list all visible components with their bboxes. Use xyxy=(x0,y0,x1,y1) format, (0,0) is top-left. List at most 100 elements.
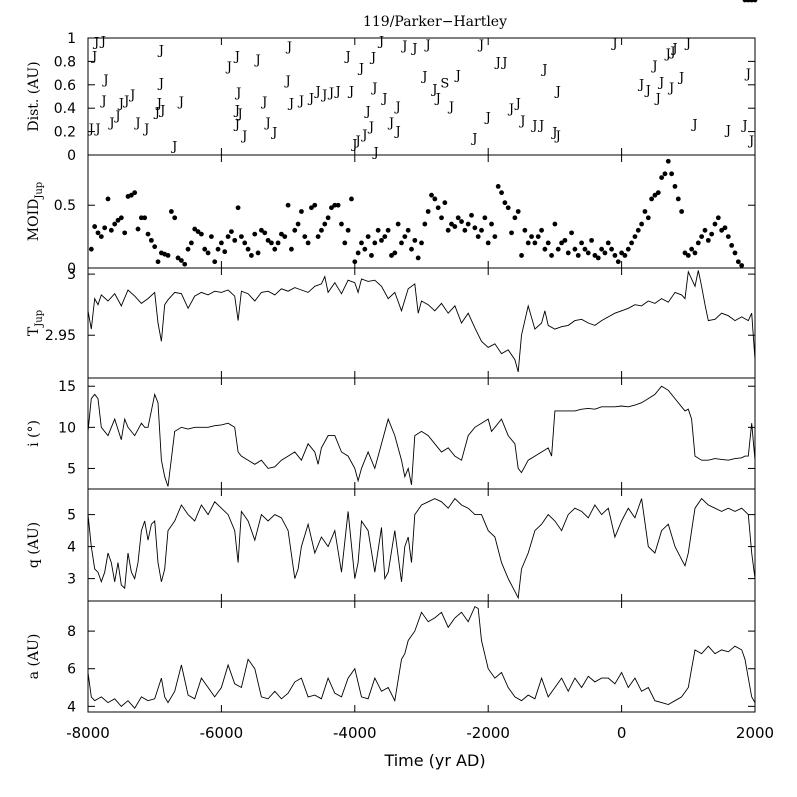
data-point-moid-155 xyxy=(605,240,611,246)
y-tick-label-q-2: 5 xyxy=(67,508,76,524)
data-point-moid-188 xyxy=(715,215,721,221)
data-point-moid-112 xyxy=(462,227,468,233)
data-point-moid-32 xyxy=(195,229,201,234)
data-point-moid-107 xyxy=(445,227,451,233)
data-point-moid-97 xyxy=(412,237,418,243)
data-point-dist-16: J xyxy=(155,96,162,111)
data-point-moid-102 xyxy=(429,192,434,198)
data-point-moid-127 xyxy=(512,215,518,221)
data-point-moid-187 xyxy=(712,221,718,227)
panel-moid: 0 0.5 MOIDJup xyxy=(26,0,758,277)
data-point-dist-29: J xyxy=(260,95,267,110)
data-point-dist-84: J xyxy=(654,92,661,107)
data-point-moid-8 xyxy=(115,217,121,223)
data-point-moid-106 xyxy=(442,200,448,206)
data-point-moid-158 xyxy=(615,259,621,265)
data-point-dist-79: J xyxy=(554,85,561,100)
data-point-moid-87 xyxy=(379,237,384,243)
data-point-dist-85: J xyxy=(657,75,664,90)
data-point-dist-78: J xyxy=(554,129,561,144)
panel-a: 4 6 8 a (AU) xyxy=(26,600,756,715)
data-point-dist-54: J xyxy=(387,116,394,131)
data-point-dist-86: J xyxy=(664,47,671,62)
data-point-moid-74 xyxy=(335,202,341,208)
data-point-moid-9 xyxy=(118,215,124,221)
data-point-dist-83: J xyxy=(650,59,657,74)
data-point-dist-22: J xyxy=(233,50,240,65)
data-point-dist-89: J xyxy=(670,41,677,56)
data-point-dist-27: J xyxy=(240,129,247,144)
data-point-moid-37 xyxy=(212,259,218,265)
panel-frame-a xyxy=(87,600,756,713)
data-point-moid-99 xyxy=(419,240,424,246)
data-point-moid-77 xyxy=(345,227,351,233)
data-point-dist-31: J xyxy=(270,126,277,141)
y-axis-label-main-tjup: T xyxy=(26,326,42,336)
data-point-dist-28: J xyxy=(253,53,260,68)
data-point-moid-71 xyxy=(325,215,331,221)
data-point-moid-138 xyxy=(549,253,554,258)
data-point-dist-65: J xyxy=(454,68,461,83)
data-point-dist-45: J xyxy=(357,61,364,76)
data-point-moid-26 xyxy=(175,255,181,261)
data-point-moid-186 xyxy=(709,231,715,237)
panel-frame-tjup xyxy=(87,267,756,379)
data-point-moid-43 xyxy=(232,237,238,243)
data-point-moid-159 xyxy=(619,250,624,256)
data-point-moid-35 xyxy=(205,250,211,256)
data-point-moid-10 xyxy=(122,230,128,236)
data-point-moid-12 xyxy=(128,192,134,198)
data-point-moid-157 xyxy=(612,253,618,258)
data-point-dist-51: J xyxy=(372,145,379,160)
data-point-dist-30: J xyxy=(263,116,270,131)
data-point-dist-81: J xyxy=(637,78,644,93)
x-axis: -8000 -6000 -4000 -2000 0 2000 xyxy=(66,724,774,742)
x-tick-label-1: -6000 xyxy=(200,724,244,742)
data-point-moid-68 xyxy=(315,234,321,240)
data-point-moid-185 xyxy=(705,237,711,243)
data-point-moid-150 xyxy=(589,237,594,243)
data-point-moid-125 xyxy=(505,205,511,211)
data-point-dist-63: S xyxy=(440,76,449,91)
y-axis-label-sub-tjup: Jup xyxy=(34,310,45,328)
data-point-moid-51 xyxy=(259,227,264,233)
data-point-dist-53: J xyxy=(380,92,387,107)
data-point-moid-103 xyxy=(432,196,438,202)
data-point-moid-49 xyxy=(252,231,258,237)
data-point-dist-57: J xyxy=(400,39,407,54)
data-point-moid-67 xyxy=(312,202,318,208)
data-point-moid-46 xyxy=(242,240,248,246)
data-point-dist-88: J xyxy=(668,45,675,60)
y-axis-label-tjup: TJup xyxy=(26,310,45,336)
data-point-dist-41: J xyxy=(344,50,351,65)
data-point-dist-74: J xyxy=(530,119,537,134)
data-point-moid-133 xyxy=(532,240,538,246)
data-point-dist-42: J xyxy=(347,85,354,100)
data-point-dist-71: J xyxy=(507,102,514,117)
panel-tjup: 2.95 3 TJup xyxy=(26,267,756,379)
data-point-moid-82 xyxy=(362,246,368,252)
data-point-moid-16 xyxy=(142,215,148,221)
data-point-moid-50 xyxy=(255,250,261,256)
data-point-moid-195 xyxy=(739,263,745,268)
data-point-moid-93 xyxy=(399,240,404,246)
data-point-moid-100 xyxy=(422,221,428,227)
data-point-moid-164 xyxy=(635,227,641,233)
data-point-moid-62 xyxy=(295,221,301,227)
data-point-moid-180 xyxy=(689,246,695,252)
data-point-dist-12: J xyxy=(133,116,140,131)
data-point-dist-4: J xyxy=(99,34,106,49)
data-point-moid-89 xyxy=(385,227,391,233)
y-tick-label-a-2: 8 xyxy=(67,624,76,640)
data-point-moid-111 xyxy=(459,219,464,224)
data-point-dist-94: J xyxy=(740,119,747,134)
data-point-moid-131 xyxy=(525,240,531,246)
data-point-dist-70: J xyxy=(500,55,507,70)
data-point-dist-56: J xyxy=(394,124,401,139)
data-point-dist-60: J xyxy=(424,38,431,53)
data-point-moid-52 xyxy=(262,230,268,236)
data-point-moid-153 xyxy=(599,246,604,252)
data-point-moid-17 xyxy=(145,231,151,237)
data-point-moid-40 xyxy=(222,249,228,255)
data-point-moid-29 xyxy=(185,246,191,252)
